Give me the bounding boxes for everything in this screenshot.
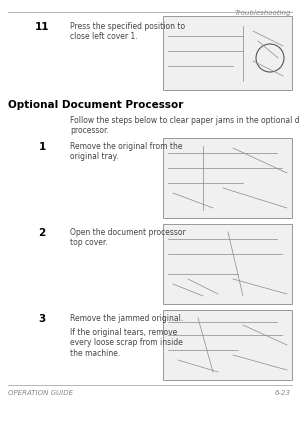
Text: Follow the steps below to clear paper jams in the optional document
processor.: Follow the steps below to clear paper ja… <box>70 116 300 136</box>
Text: 6-23: 6-23 <box>275 390 291 396</box>
Text: 3: 3 <box>38 314 46 324</box>
Text: Remove the original from the
original tray.: Remove the original from the original tr… <box>70 142 182 162</box>
Text: Press the specified position to
close left cover 1.: Press the specified position to close le… <box>70 22 185 41</box>
Text: Remove the jammed original.: Remove the jammed original. <box>70 314 183 323</box>
Bar <box>163 16 292 90</box>
Text: 11: 11 <box>35 22 49 32</box>
Text: OPERATION GUIDE: OPERATION GUIDE <box>8 390 73 396</box>
Text: Open the document processor
top cover.: Open the document processor top cover. <box>70 228 186 247</box>
Text: Troubleshooting: Troubleshooting <box>235 10 291 16</box>
Bar <box>163 224 292 304</box>
Text: Optional Document Processor: Optional Document Processor <box>8 100 183 110</box>
Text: If the original tears, remove
every loose scrap from inside
the machine.: If the original tears, remove every loos… <box>70 328 183 358</box>
Bar <box>163 310 292 380</box>
Text: 2: 2 <box>38 228 46 238</box>
Text: 1: 1 <box>38 142 46 152</box>
Bar <box>163 138 292 218</box>
